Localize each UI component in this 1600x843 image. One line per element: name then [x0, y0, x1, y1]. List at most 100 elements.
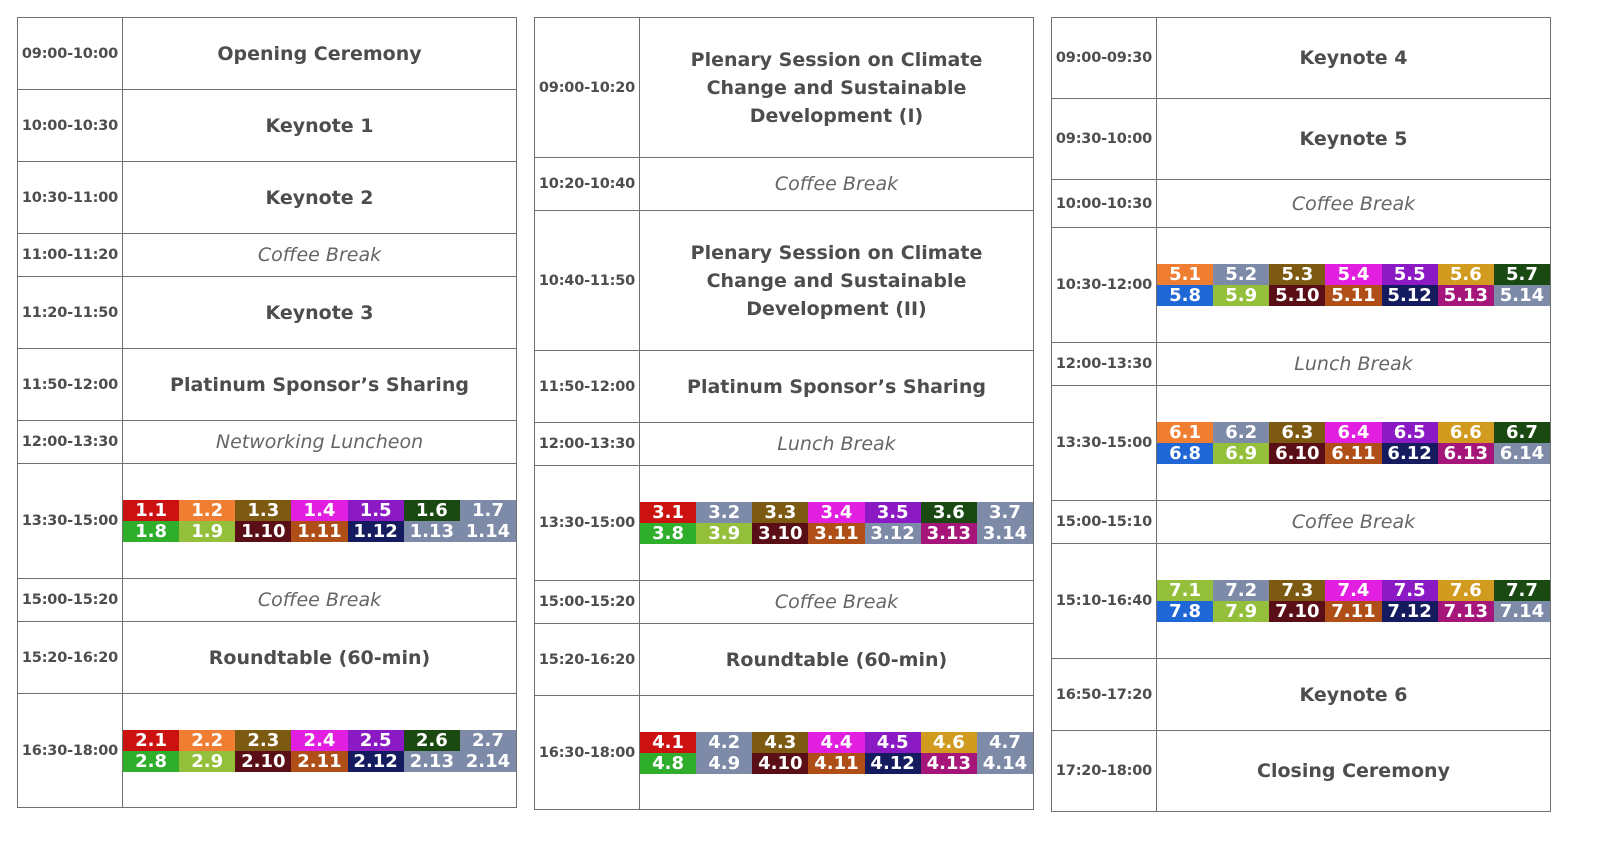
- session-tile: 3.11: [808, 523, 865, 544]
- session-tile: 1.13: [403, 521, 460, 542]
- parallel-sessions: 3.1 3.2 3.3 3.4 3.5 3.6 3.7 3.8 3.9 3.10 3.11 3.12 3…: [639, 465, 1034, 581]
- session-tile: 3.1: [640, 502, 697, 523]
- schedule-day-1: 09:00-10:00 Opening Ceremony 10:00-10:30 K…: [17, 17, 517, 808]
- time-slot: 15:00-15:20: [534, 580, 640, 624]
- session-tile: 7.7: [1493, 580, 1550, 601]
- time-slot: 12:00-13:30: [534, 422, 640, 466]
- session-tile: 2.1: [123, 729, 180, 751]
- time-slot: 11:00-11:20: [17, 233, 123, 277]
- time-slot: 13:30-15:00: [1051, 385, 1157, 501]
- session-tile: 2.2: [179, 729, 236, 751]
- session-tile: 2.13: [403, 750, 460, 772]
- session-tile: 4.11: [808, 752, 865, 774]
- session-tile: 3.8: [640, 523, 697, 544]
- event-cell: Keynote 4: [1156, 17, 1551, 99]
- session-tile: 2.12: [347, 750, 404, 772]
- break-cell: Coffee Break: [639, 157, 1034, 211]
- session-tile: 7.5: [1381, 580, 1438, 601]
- session-tile: 6.9: [1213, 443, 1270, 464]
- session-tile: 2.7: [459, 729, 516, 751]
- session-tile: 1.12: [347, 521, 404, 542]
- session-tile: 5.9: [1213, 285, 1270, 306]
- parallel-sessions: 7.1 7.2 7.3 7.4 7.5 7.6 7.7 7.8 7.9 7.10 7.11 7.12 7…: [1156, 543, 1551, 659]
- session-tile: 6.5: [1381, 422, 1438, 443]
- time-slot: 15:00-15:20: [17, 578, 123, 622]
- parallel-sessions: 2.1 2.2 2.3 2.4 2.5 2.6 2.7 2.8 2.9 2.10 2.11 2.12 2…: [122, 693, 517, 808]
- session-tile: 6.13: [1437, 443, 1494, 464]
- session-tile: 4.2: [696, 731, 753, 753]
- session-tile: 1.8: [123, 521, 180, 542]
- time-slot: 10:40-11:50: [534, 210, 640, 351]
- session-tile: 5.2: [1213, 264, 1270, 285]
- event-cell: Closing Ceremony: [1156, 730, 1551, 812]
- session-tile: 5.1: [1157, 264, 1214, 285]
- session-tile: 3.3: [752, 502, 809, 523]
- session-tile: 7.4: [1325, 580, 1382, 601]
- session-tile: 5.6: [1437, 264, 1494, 285]
- session-tile: 1.2: [179, 500, 236, 521]
- session-tile: 1.11: [291, 521, 348, 542]
- session-tile: 1.4: [291, 500, 348, 521]
- time-slot: 13:30-15:00: [534, 465, 640, 581]
- session-tile: 6.7: [1493, 422, 1550, 443]
- time-slot: 15:00-15:10: [1051, 500, 1157, 544]
- session-tile: 7.8: [1157, 601, 1214, 622]
- time-slot: 16:30-18:00: [17, 693, 123, 808]
- parallel-sessions: 4.1 4.2 4.3 4.4 4.5 4.6 4.7 4.8 4.9 4.10 4.11 4.12 4…: [639, 695, 1034, 810]
- session-tile: 4.10: [752, 752, 809, 774]
- schedule-day-3: 09:00-09:30 Keynote 4 09:30-10:00 Keynote …: [1051, 17, 1551, 812]
- time-slot: 15:20-16:20: [534, 623, 640, 696]
- time-slot: 12:00-13:30: [17, 420, 123, 464]
- session-tile: 5.8: [1157, 285, 1214, 306]
- session-tile: 5.14: [1493, 285, 1550, 306]
- event-cell: Keynote 2: [122, 161, 517, 234]
- schedule-day-2: 09:00-10:20 Plenary Session on Climate Ch…: [534, 17, 1034, 810]
- session-tile: 2.10: [235, 750, 292, 772]
- session-tile: 2.6: [403, 729, 460, 751]
- session-tile: 2.5: [347, 729, 404, 751]
- time-slot: 09:30-10:00: [1051, 98, 1157, 180]
- session-tile: 4.13: [920, 752, 977, 774]
- session-tile: 5.13: [1437, 285, 1494, 306]
- session-tile: 6.3: [1269, 422, 1326, 443]
- session-tile: 4.5: [864, 731, 921, 753]
- break-cell: Coffee Break: [1156, 500, 1551, 544]
- session-tile: 5.12: [1381, 285, 1438, 306]
- session-tile: 7.13: [1437, 601, 1494, 622]
- time-slot: 16:30-18:00: [534, 695, 640, 810]
- break-cell: Lunch Break: [1156, 342, 1551, 386]
- session-tile: 3.12: [864, 523, 921, 544]
- session-tile: 2.9: [179, 750, 236, 772]
- time-slot: 10:00-10:30: [17, 89, 123, 162]
- session-tile: 6.6: [1437, 422, 1494, 443]
- session-tile: 3.13: [920, 523, 977, 544]
- session-tile: 4.9: [696, 752, 753, 774]
- session-tile: 2.3: [235, 729, 292, 751]
- session-tile: 5.11: [1325, 285, 1382, 306]
- time-slot: 10:30-11:00: [17, 161, 123, 234]
- break-cell: Coffee Break: [1156, 179, 1551, 228]
- time-slot: 12:00-13:30: [1051, 342, 1157, 386]
- session-tile: 2.14: [459, 750, 516, 772]
- time-slot: 10:20-10:40: [534, 157, 640, 211]
- session-tile: 2.11: [291, 750, 348, 772]
- break-cell: Coffee Break: [122, 578, 517, 622]
- time-slot: 09:00-09:30: [1051, 17, 1157, 99]
- session-tile: 6.12: [1381, 443, 1438, 464]
- time-slot: 17:20-18:00: [1051, 730, 1157, 812]
- event-cell: Keynote 1: [122, 89, 517, 162]
- session-tile: 6.1: [1157, 422, 1214, 443]
- session-tile: 2.4: [291, 729, 348, 751]
- time-slot: 11:50-12:00: [534, 350, 640, 423]
- session-tile: 5.7: [1493, 264, 1550, 285]
- session-tile: 7.14: [1493, 601, 1550, 622]
- session-tile: 4.7: [976, 731, 1033, 753]
- session-tile: 6.11: [1325, 443, 1382, 464]
- session-tile: 5.3: [1269, 264, 1326, 285]
- session-tile: 7.11: [1325, 601, 1382, 622]
- session-tile: 1.14: [459, 521, 516, 542]
- session-tile: 3.4: [808, 502, 865, 523]
- parallel-sessions: 5.1 5.2 5.3 5.4 5.5 5.6 5.7 5.8 5.9 5.10 5.11 5.12 5…: [1156, 227, 1551, 343]
- session-tile: 6.8: [1157, 443, 1214, 464]
- time-slot: 16:50-17:20: [1051, 658, 1157, 731]
